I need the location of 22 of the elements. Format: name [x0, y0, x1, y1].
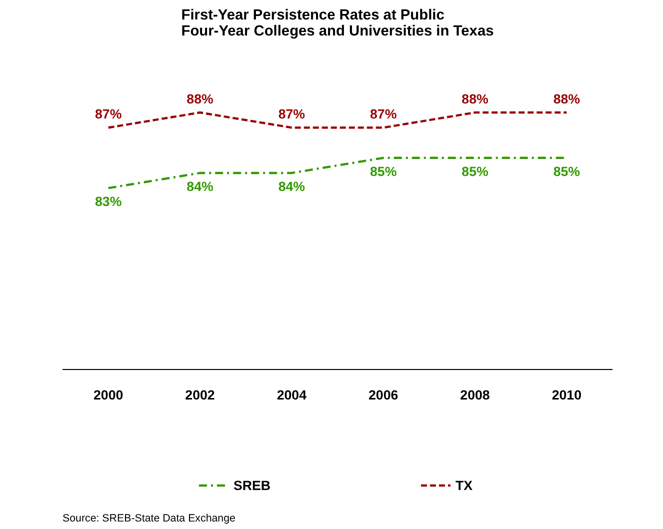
x-tick-label: 2008 [460, 387, 490, 402]
data-label: 88% [186, 92, 214, 107]
data-label: 88% [462, 92, 488, 107]
data-label: 83% [94, 194, 122, 210]
x-tick-label: 2006 [368, 387, 398, 402]
data-label: 84% [186, 178, 214, 194]
data-label: 88% [553, 92, 580, 107]
x-tick-label: 2002 [185, 387, 215, 402]
data-label: 87% [370, 106, 397, 122]
legend-label: SREB [233, 478, 271, 492]
data-label: 84% [278, 178, 306, 194]
x-tick-label: 2000 [94, 387, 124, 402]
legend-label: TX [456, 478, 474, 492]
data-label: 85% [462, 164, 488, 179]
x-tick-label: 2004 [276, 387, 308, 402]
data-label: 85% [553, 164, 580, 179]
x-tick-label: 2010 [552, 387, 582, 402]
chart-title: First-Year Persistence Rates at Public Four-Year Colleges and Universities in Texas [181, 8, 494, 40]
source-note: Source: SREB-State Data Exchange [62, 512, 236, 524]
data-label: 87% [94, 106, 122, 122]
data-label: 87% [278, 106, 306, 122]
data-label: 85% [370, 164, 397, 179]
